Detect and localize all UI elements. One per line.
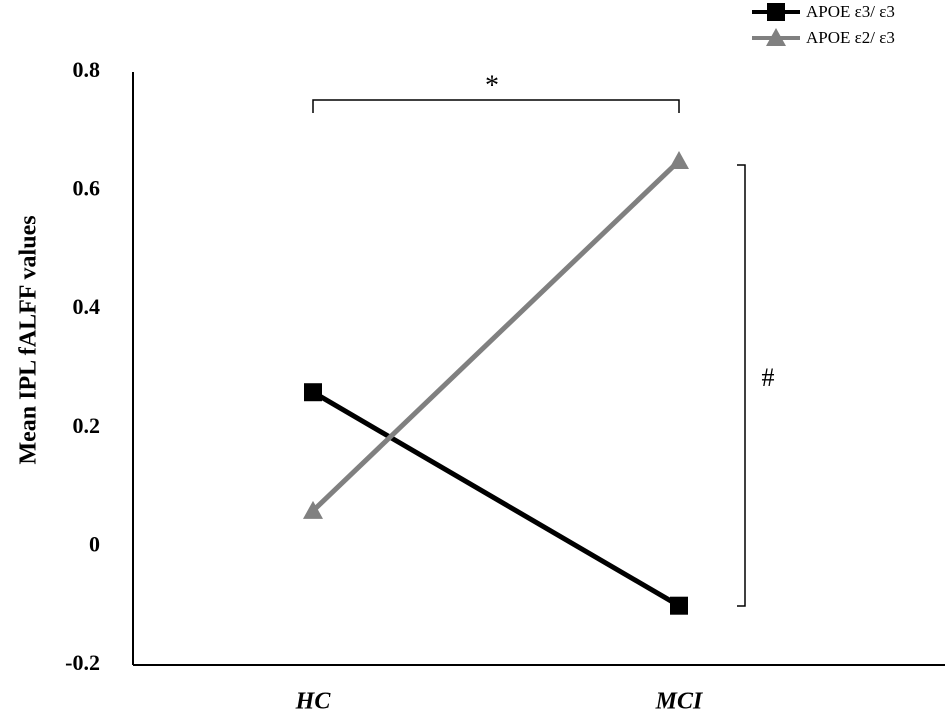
y-tick-label: 0 [89,531,100,556]
significance-bracket [737,164,746,607]
data-point [303,500,323,519]
series-line [311,159,681,513]
legend-label: APOE ε3/ ε3 [806,2,895,21]
y-tick-label: 0.2 [73,413,101,438]
legend-marker [767,3,785,21]
significance-bracket [312,99,680,113]
legend-label: APOE ε2/ ε3 [806,28,895,47]
x-tick-label: MCI [655,689,704,715]
y-axis-label: Mean IPL fALFF values [16,215,42,464]
y-tick-label: 0.8 [73,57,101,82]
annotation: * [485,70,499,101]
data-point [669,150,689,169]
annotation: # [762,363,775,392]
data-point [304,383,322,402]
y-tick-label: 0.6 [73,176,101,201]
series-line [311,390,681,608]
y-tick-label: -0.2 [65,650,100,675]
data-point [670,596,688,615]
legend-marker [766,28,786,46]
y-tick-label: 0.4 [73,294,101,319]
x-tick-label: HC [295,689,332,715]
